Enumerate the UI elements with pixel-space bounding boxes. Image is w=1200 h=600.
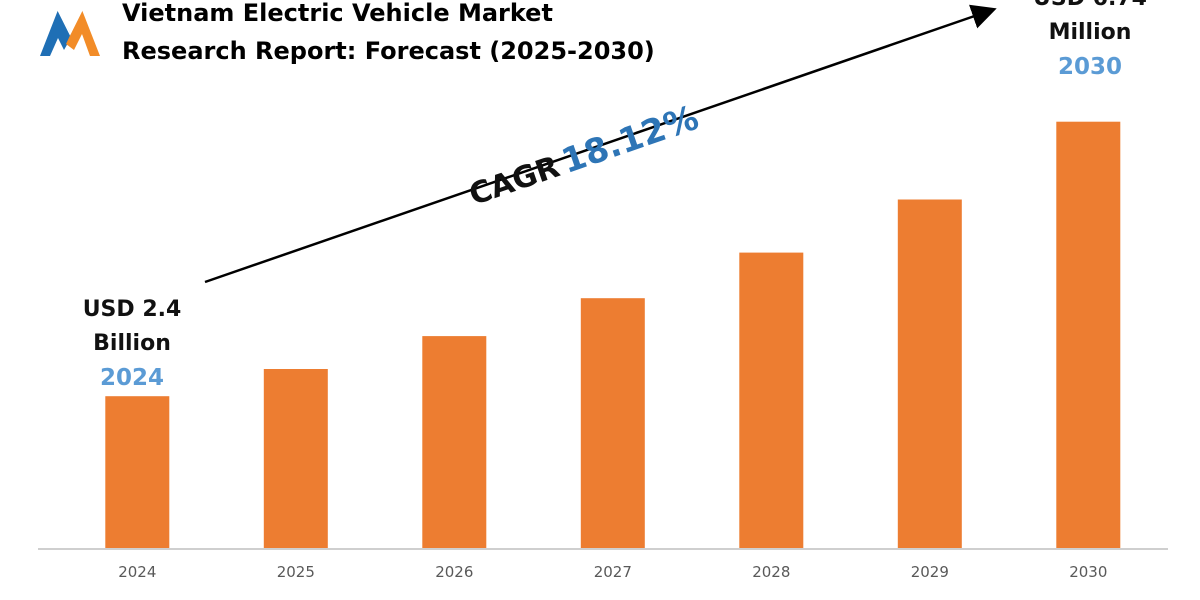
end-amount-line-1: USD 6.74: [1030, 0, 1150, 16]
chart-title-line-2: Research Report: Forecast (2025-2030): [122, 37, 655, 65]
bar-2028: [739, 252, 804, 548]
x-tick-label: 2030: [1069, 563, 1107, 581]
chart-title-line-1: Vietnam Electric Vehicle Market: [122, 0, 553, 27]
m-logo-icon: [40, 9, 100, 56]
chart-title: Vietnam Electric Vehicle Market Research…: [122, 0, 655, 70]
end-value-callout: USD 6.74 Million 2030: [1030, 0, 1150, 84]
x-tick-label: 2024: [118, 563, 156, 581]
bar-2026: [422, 336, 487, 548]
start-amount-line-1: USD 2.4: [82, 297, 182, 322]
start-amount-line-2: Billion: [93, 331, 171, 356]
bar-2027: [580, 298, 645, 548]
start-value-callout: USD 2.4 Billion 2024: [72, 293, 192, 395]
bar-2030: [1056, 121, 1121, 548]
bar-2025: [263, 369, 328, 548]
x-tick-label: 2028: [752, 563, 790, 581]
start-year-label: 2024: [99, 365, 164, 391]
bar-2029: [897, 199, 962, 548]
x-tick-label: 2026: [435, 563, 473, 581]
x-tick-label: 2029: [911, 563, 949, 581]
end-year-label: 2030: [1057, 54, 1122, 80]
x-tick-label: 2025: [277, 563, 315, 581]
end-amount-line-2: Million: [1048, 20, 1132, 45]
bar-2024: [105, 396, 170, 548]
growth-arrow: [204, 4, 997, 284]
x-tick-label: 2027: [594, 563, 632, 581]
